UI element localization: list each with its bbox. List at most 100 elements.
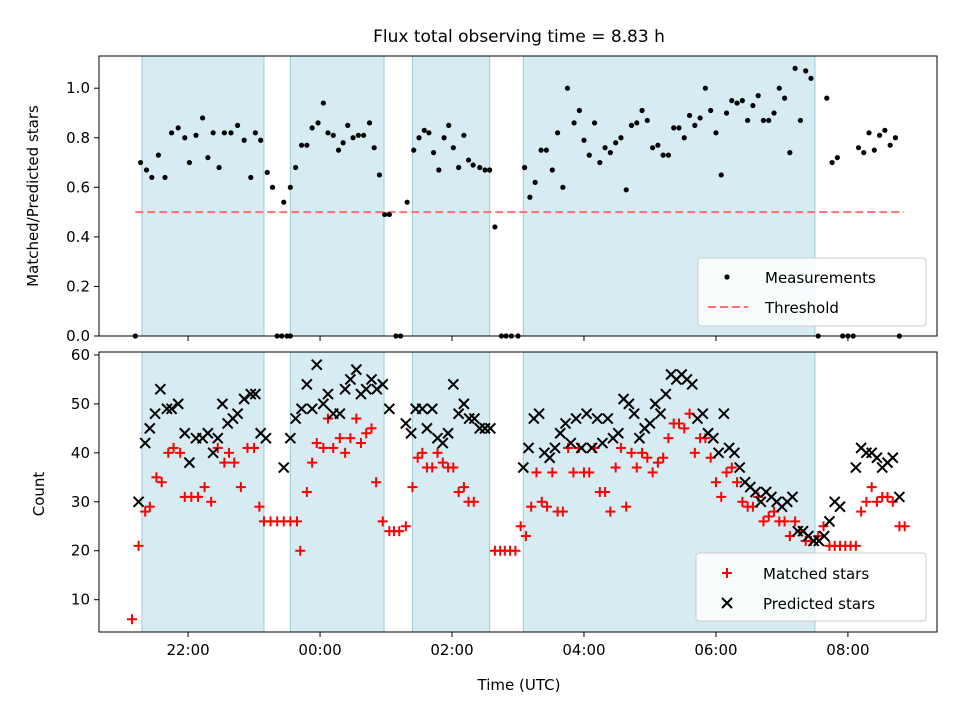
y-tick-label: 10 [71, 591, 90, 609]
cross-b [522, 442, 535, 454]
cross-b [447, 378, 460, 391]
shaded-band-3 [411, 55, 491, 337]
predicted-star-point [517, 461, 529, 474]
predicted-star-point [660, 388, 672, 400]
measurement-point [697, 115, 703, 121]
predicted-star-point [183, 456, 196, 469]
x-tick-label: 08:00 [826, 641, 869, 659]
predicted-star-point [733, 461, 746, 474]
top-y-ticks: 0.0 0.2 0.4 0.6 0.8 1.0 [66, 79, 99, 345]
cross-b [575, 442, 588, 454]
predicted-star-point [216, 398, 229, 410]
cross-b [442, 427, 454, 439]
measurement-point [692, 122, 698, 128]
measurement-point [597, 159, 603, 166]
measurements-points [132, 65, 902, 339]
predicted-star-point [570, 412, 582, 425]
cross-b [400, 417, 412, 430]
measurement-point [829, 159, 835, 166]
y-tick-label: 1.0 [66, 79, 90, 97]
measurement-point [137, 159, 144, 166]
cross-b [702, 427, 714, 439]
cross-b [484, 422, 496, 435]
predicted-star-point [893, 491, 906, 503]
matched-star-point [453, 487, 464, 497]
measurement-point [287, 184, 293, 190]
predicted-star-point [365, 373, 378, 386]
predicted-star-point [306, 403, 318, 415]
predicted-star-point [284, 432, 297, 444]
measurement-point [335, 147, 342, 153]
measurement-point [713, 130, 719, 136]
measurement-point [613, 140, 619, 146]
matched-star-point [345, 433, 356, 444]
predicted-star-point [586, 442, 598, 454]
cross-b [183, 456, 196, 469]
measurement-point [461, 132, 467, 138]
cross-b [231, 407, 244, 420]
matched-star-point [520, 531, 531, 542]
predicted-star-point [400, 417, 412, 430]
predicted-star-point [452, 407, 465, 420]
matched-star-point [763, 511, 774, 522]
measurement-point [607, 150, 613, 156]
measurement-point [723, 110, 730, 116]
cross-b [628, 407, 640, 420]
cross-b [172, 398, 184, 410]
measurement-point [792, 65, 798, 71]
matched-star-point [151, 472, 162, 483]
matched-star-point [229, 457, 240, 468]
matched-star-point [412, 452, 423, 463]
matched-star-point [448, 462, 459, 473]
measurement-point [655, 142, 661, 148]
predicted-star-point [749, 486, 762, 498]
cross-b [154, 383, 167, 395]
measurement-point [436, 167, 442, 173]
measurement-point [155, 152, 161, 158]
predicted-star-point [871, 452, 883, 464]
measurement-point [441, 135, 447, 141]
matched-star-point [175, 447, 186, 458]
predicted-star-point [231, 407, 244, 420]
cross-b [871, 452, 883, 464]
cross-b [212, 432, 224, 444]
top-legend: Measurements Threshold [697, 257, 927, 327]
cross-b [712, 447, 725, 459]
cross-b [538, 447, 551, 459]
measurement-point [560, 184, 566, 190]
measurement-point [602, 145, 608, 151]
legend-box [697, 257, 927, 327]
cross-b [755, 496, 767, 508]
predicted-star-point [421, 422, 433, 435]
measurement-point [532, 179, 538, 185]
y-tick-label: 60 [71, 346, 90, 364]
matched-star-point [361, 428, 372, 439]
measurement-point [538, 147, 544, 153]
cross-b [295, 403, 308, 415]
cross-b [334, 407, 346, 420]
measurement-point [834, 154, 840, 161]
predicted-star-point [633, 432, 646, 444]
matched-star-point [515, 521, 526, 532]
predicted-star-point [405, 427, 417, 439]
predicted-star-point [755, 496, 767, 508]
matched-star-point [340, 447, 351, 458]
cross-b [421, 422, 433, 435]
measurement-point [803, 68, 809, 74]
measurement-point [149, 174, 155, 181]
measurement-point [456, 164, 462, 171]
matched-star-point [126, 614, 137, 625]
predicted-star-point [172, 398, 184, 410]
matched-star-point [732, 477, 743, 488]
predicted-star-point [165, 403, 178, 415]
y-tick-label: 20 [71, 542, 90, 560]
measurement-point [411, 147, 417, 153]
matched-star-point [437, 457, 448, 468]
measurement-point [581, 137, 587, 143]
cross-b [818, 530, 830, 542]
matched-star-point [584, 467, 595, 478]
cross-b [139, 437, 151, 449]
predicted-star-point [317, 398, 330, 410]
cross-b [654, 407, 667, 420]
measurement-point [787, 150, 793, 156]
